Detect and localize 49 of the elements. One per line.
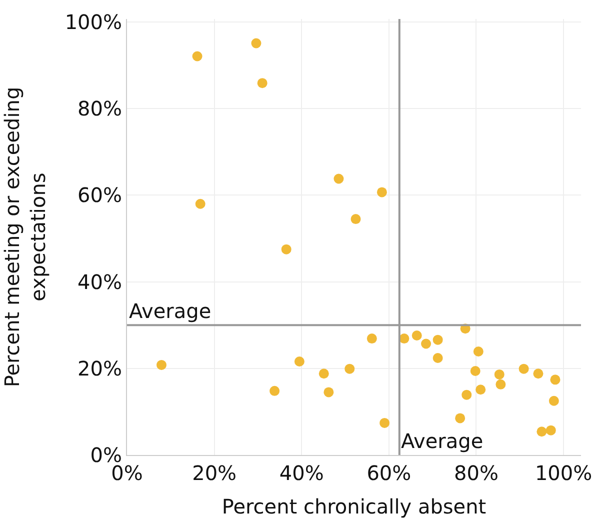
x-tick-label: 40% — [279, 461, 324, 485]
point — [251, 38, 262, 48]
point — [518, 364, 529, 374]
point — [334, 174, 344, 184]
point — [281, 244, 292, 254]
point — [399, 334, 410, 344]
x-tick-label: 0% — [111, 461, 143, 485]
point — [533, 368, 544, 379]
y-tick-label: 40% — [78, 270, 122, 294]
point — [546, 425, 556, 436]
point — [550, 374, 560, 385]
y-tick-label: 60% — [78, 183, 122, 208]
point — [476, 384, 486, 395]
point — [473, 346, 484, 357]
y-tick-label: 20% — [78, 356, 122, 380]
point — [192, 51, 202, 62]
ref-line-label: Average — [129, 299, 212, 323]
point — [270, 386, 280, 396]
x-axis-title: Percent chronically absent — [222, 494, 486, 518]
point — [195, 198, 206, 209]
x-tick-label: 80% — [454, 461, 498, 485]
point — [432, 334, 443, 345]
point — [494, 369, 504, 380]
y-tick-label: 100% — [64, 10, 122, 34]
point — [350, 214, 361, 224]
point — [470, 366, 480, 376]
point — [380, 418, 390, 428]
y-axis-title: Percent meeting or exceeding expectations — [0, 86, 50, 388]
point — [294, 356, 304, 366]
y-tick-label: 80% — [78, 96, 122, 121]
ref-line-label: Average — [401, 429, 484, 453]
point — [376, 187, 387, 198]
point — [257, 78, 268, 88]
point — [412, 330, 422, 340]
point — [156, 360, 166, 370]
point — [462, 390, 472, 400]
point — [548, 396, 559, 406]
point — [366, 334, 377, 344]
x-tick-label: 20% — [192, 461, 237, 485]
point — [421, 338, 432, 349]
point — [432, 353, 443, 364]
point — [318, 368, 329, 379]
point — [496, 379, 506, 390]
x-tick-label: 60% — [366, 461, 412, 485]
point — [536, 426, 547, 437]
point — [324, 387, 334, 398]
x-tick-label: 100% — [534, 461, 592, 485]
point — [344, 364, 355, 374]
point — [455, 413, 466, 424]
